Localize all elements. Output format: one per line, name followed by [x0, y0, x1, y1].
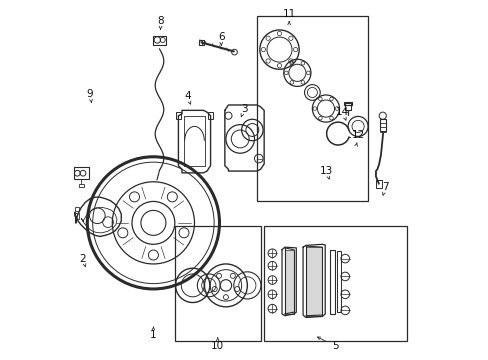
Bar	[375, 180, 382, 188]
Text: 12: 12	[351, 130, 365, 140]
Text: 5: 5	[332, 341, 338, 351]
Bar	[284, 249, 293, 314]
Bar	[264, 226, 406, 341]
Bar	[343, 102, 352, 105]
Text: 1: 1	[150, 330, 156, 341]
Text: 7: 7	[382, 182, 388, 192]
Bar	[257, 16, 367, 202]
Bar	[74, 167, 88, 179]
Text: 14: 14	[335, 107, 348, 117]
Text: 2: 2	[80, 253, 86, 264]
Bar	[79, 184, 84, 187]
Text: 4: 4	[183, 91, 190, 101]
Text: 13: 13	[319, 166, 333, 176]
Bar	[329, 249, 335, 314]
Text: 9: 9	[87, 89, 93, 99]
Bar	[176, 112, 181, 119]
Bar	[379, 118, 385, 131]
Bar	[305, 247, 322, 316]
Text: 3: 3	[241, 104, 247, 113]
Bar	[336, 251, 340, 312]
Text: 11: 11	[282, 9, 295, 19]
Bar	[153, 36, 165, 45]
Bar	[75, 207, 79, 211]
Bar	[75, 213, 79, 219]
Bar	[207, 112, 213, 119]
Text: 6: 6	[218, 32, 224, 42]
Text: 10: 10	[211, 341, 224, 351]
Text: 8: 8	[157, 16, 163, 26]
Bar	[175, 226, 260, 341]
Bar	[198, 40, 204, 45]
Bar	[345, 103, 350, 111]
